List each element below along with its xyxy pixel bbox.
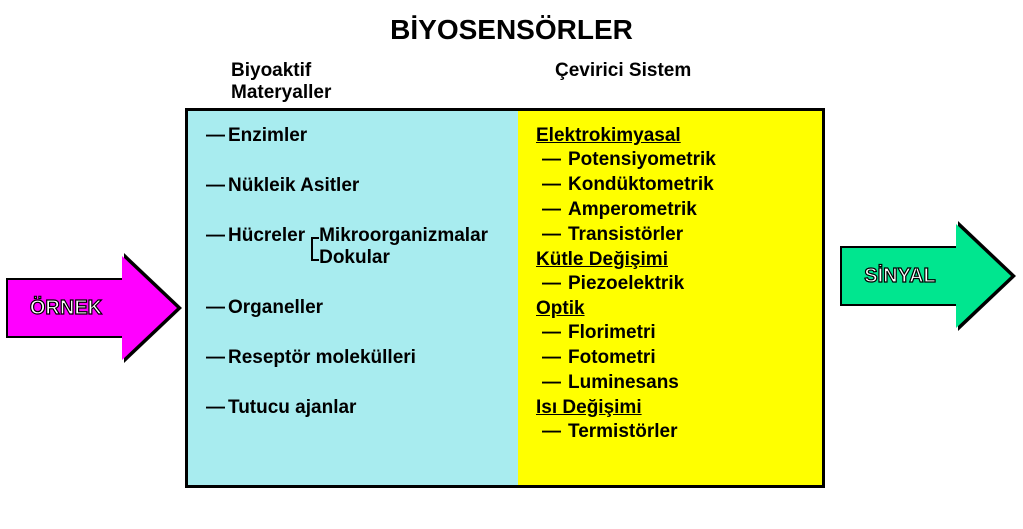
nested-item: Dokular [319, 247, 488, 269]
right-sub-item-label: Fotometri [568, 347, 656, 369]
left-item: —HücrelerMikroorganizmalarDokular [206, 225, 502, 269]
right-sub-item-label: Kondüktometrik [568, 174, 714, 196]
left-item: —Enzimler [206, 125, 502, 147]
dash-icon: — [542, 347, 568, 369]
left-item-label: Organeller [228, 297, 323, 319]
dash-icon: — [542, 273, 568, 295]
left-item-label: Nükleik Asitler [228, 175, 359, 197]
dash-icon: — [206, 125, 228, 147]
right-sub-item-label: Amperometrik [568, 199, 697, 221]
group-head: Optik [536, 298, 806, 320]
right-sub-item: —Potensiyometrik [542, 149, 806, 171]
dash-icon: — [542, 149, 568, 171]
header-right: Çevirici Sistem [515, 60, 691, 104]
dash-icon: — [542, 322, 568, 344]
left-item: —Nükleik Asitler [206, 175, 502, 197]
right-sub-item-label: Piezoelektrik [568, 273, 684, 295]
right-sub-item-label: Luminesans [568, 372, 679, 394]
left-item-label: Reseptör molekülleri [228, 347, 416, 369]
dash-icon: — [206, 347, 228, 369]
right-sub-item: —Amperometrik [542, 199, 806, 221]
right-column: Elektrokimyasal—Potensiyometrik—Kondükto… [518, 111, 822, 485]
right-sub-item: —Luminesans [542, 372, 806, 394]
left-item: —Organeller [206, 297, 502, 319]
right-sub-item-label: Florimetri [568, 322, 656, 344]
dash-icon: — [206, 397, 228, 419]
diagram-title: BİYOSENSÖRLER [0, 0, 1023, 46]
right-sub-item: —Piezoelektrik [542, 273, 806, 295]
dash-icon: — [542, 421, 568, 443]
left-item: —Tutucu ajanlar [206, 397, 502, 419]
group-head: Isı Değişimi [536, 397, 806, 419]
right-sub-item: —Fotometri [542, 347, 806, 369]
group-head: Elektrokimyasal [536, 125, 806, 147]
right-sub-item: —Florimetri [542, 322, 806, 344]
left-column: —Enzimler—Nükleik Asitler—HücrelerMikroo… [188, 111, 518, 485]
left-item-label: Hücreler [228, 225, 305, 247]
header-right-text: Çevirici Sistem [555, 60, 691, 81]
right-sub-item: —Transistörler [542, 224, 806, 246]
dash-icon: — [206, 175, 228, 197]
output-arrow: SİNYAL [840, 246, 958, 306]
right-sub-item: —Kondüktometrik [542, 174, 806, 196]
right-sub-item-label: Termistörler [568, 421, 677, 443]
right-sub-item-label: Potensiyometrik [568, 149, 716, 171]
column-headers: Biyoaktif Materyaller Çevirici Sistem [185, 60, 825, 104]
left-item-label: Enzimler [228, 125, 307, 147]
dash-icon: — [542, 372, 568, 394]
output-arrow-label: SİNYAL [864, 265, 936, 288]
header-left: Biyoaktif Materyaller [185, 60, 515, 104]
dash-icon: — [542, 199, 568, 221]
left-item-label: Tutucu ajanlar [228, 397, 356, 419]
dash-icon: — [542, 224, 568, 246]
dash-icon: — [542, 174, 568, 196]
left-item: —Reseptör molekülleri [206, 347, 502, 369]
nested-item: Mikroorganizmalar [319, 225, 488, 247]
header-left-line1: Biyoaktif [231, 60, 311, 81]
input-arrow-label: ÖRNEK [30, 297, 102, 320]
main-box: —Enzimler—Nükleik Asitler—HücrelerMikroo… [185, 108, 825, 488]
right-sub-item: —Termistörler [542, 421, 806, 443]
dash-icon: — [206, 297, 228, 319]
input-arrow: ÖRNEK [6, 278, 124, 338]
nested-bracket: MikroorganizmalarDokular [305, 225, 488, 269]
header-left-line2: Materyaller [231, 82, 331, 103]
group-head: Kütle Değişimi [536, 249, 806, 271]
dash-icon: — [206, 225, 228, 247]
right-sub-item-label: Transistörler [568, 224, 683, 246]
